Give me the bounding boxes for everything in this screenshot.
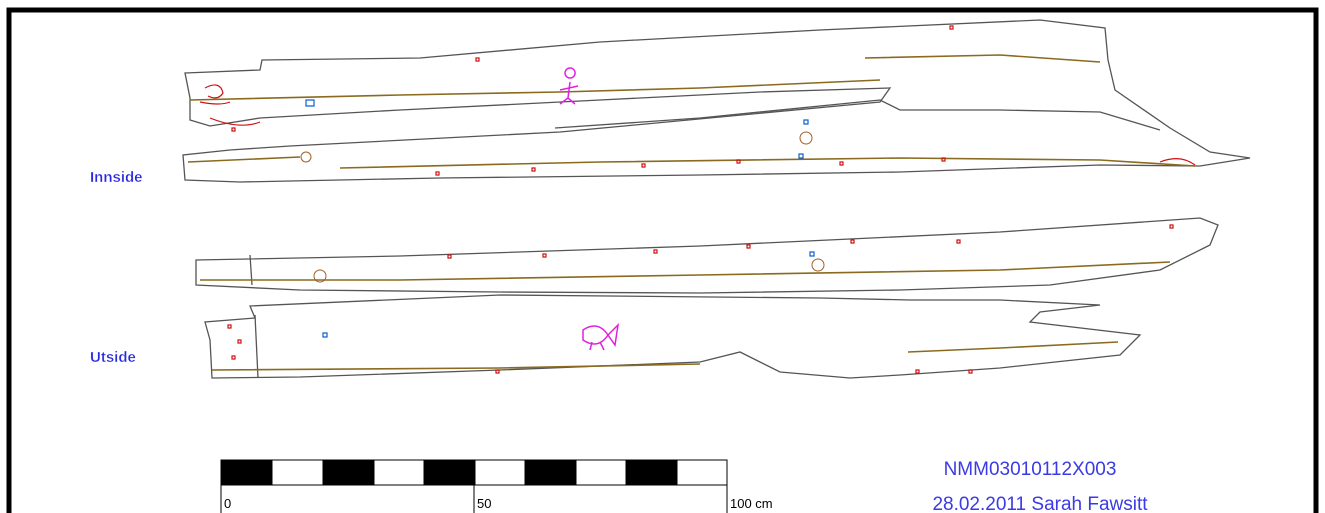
grain — [907, 341, 1119, 353]
outside-plank — [195, 217, 1219, 379]
scale-block — [625, 459, 678, 486]
scale-label: 50 — [477, 496, 491, 511]
mark — [305, 99, 809, 159]
inside-plank — [182, 19, 1251, 183]
figure — [559, 67, 579, 105]
mark — [199, 84, 1196, 166]
grain — [211, 363, 701, 371]
scale-block — [220, 459, 273, 486]
side-label: Utside — [90, 349, 136, 366]
outline — [204, 294, 1142, 379]
scale-block — [423, 459, 476, 486]
grain — [864, 54, 1101, 63]
knot — [300, 151, 312, 163]
scale-label: 100 cm — [730, 496, 773, 511]
fish — [582, 322, 620, 351]
nail — [227, 224, 1174, 374]
scale-block — [322, 459, 375, 486]
side-label: Innside — [90, 169, 143, 186]
grain — [189, 79, 881, 101]
outline — [195, 217, 1219, 294]
nail — [231, 25, 954, 176]
knot — [811, 258, 825, 272]
grain — [200, 261, 1171, 281]
credit: 28.02.2011 Sarah Fawsitt — [932, 494, 1148, 513]
scale-bar — [220, 459, 728, 513]
frame — [6, 7, 1319, 513]
outline — [182, 19, 1251, 183]
grain — [339, 157, 1196, 169]
grain — [187, 156, 301, 163]
drawing-id: NMM03010112X003 — [944, 459, 1117, 480]
knot — [799, 131, 813, 145]
scale-block — [524, 459, 577, 486]
mark — [322, 251, 815, 338]
crack — [554, 99, 1161, 131]
knot — [313, 269, 327, 283]
scale-label: 0 — [224, 496, 231, 511]
